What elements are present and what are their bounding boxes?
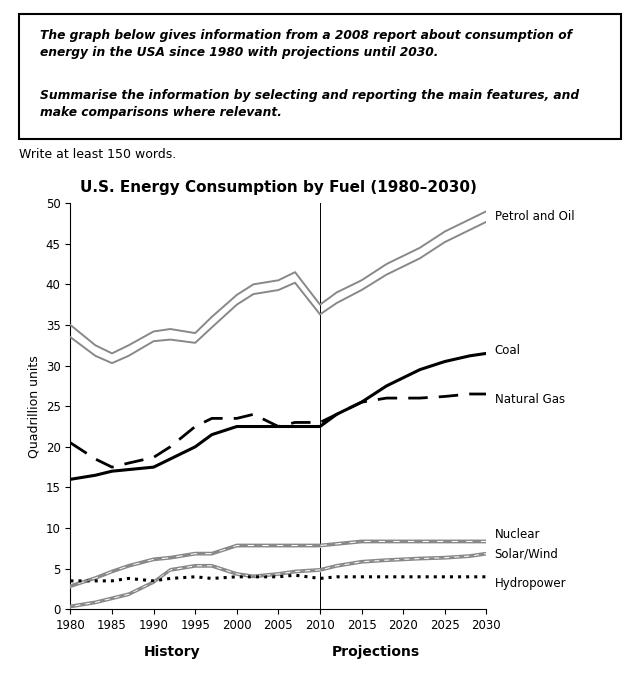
Text: Solar/Wind: Solar/Wind [495,547,559,560]
Title: U.S. Energy Consumption by Fuel (1980–2030): U.S. Energy Consumption by Fuel (1980–20… [80,180,477,195]
Text: Natural Gas: Natural Gas [495,393,565,406]
Text: Projections: Projections [332,645,420,659]
Text: Hydropower: Hydropower [495,577,566,590]
Text: Nuclear: Nuclear [495,528,540,541]
Y-axis label: Quadrillion units: Quadrillion units [28,355,40,458]
Text: Petrol and Oil: Petrol and Oil [495,210,574,223]
Text: Summarise the information by selecting and reporting the main features, and
make: Summarise the information by selecting a… [40,89,579,118]
Text: Write at least 150 words.: Write at least 150 words. [19,148,177,160]
FancyBboxPatch shape [19,14,621,139]
Text: The graph below gives information from a 2008 report about consumption of
energy: The graph below gives information from a… [40,28,572,59]
Text: History: History [144,645,200,659]
Text: Coal: Coal [495,344,521,357]
